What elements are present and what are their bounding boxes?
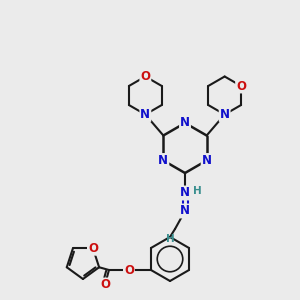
Text: N: N <box>140 108 150 121</box>
Text: N: N <box>180 116 190 130</box>
Text: N: N <box>180 205 190 218</box>
Text: O: O <box>100 278 110 292</box>
Text: N: N <box>180 187 190 200</box>
Text: H: H <box>193 186 202 196</box>
Text: O: O <box>140 70 150 83</box>
Text: O: O <box>88 242 98 255</box>
Text: N: N <box>220 108 230 121</box>
Text: N: N <box>202 154 212 167</box>
Text: N: N <box>158 154 168 167</box>
Text: O: O <box>236 80 246 92</box>
Text: O: O <box>124 263 134 277</box>
Text: H: H <box>166 234 174 244</box>
